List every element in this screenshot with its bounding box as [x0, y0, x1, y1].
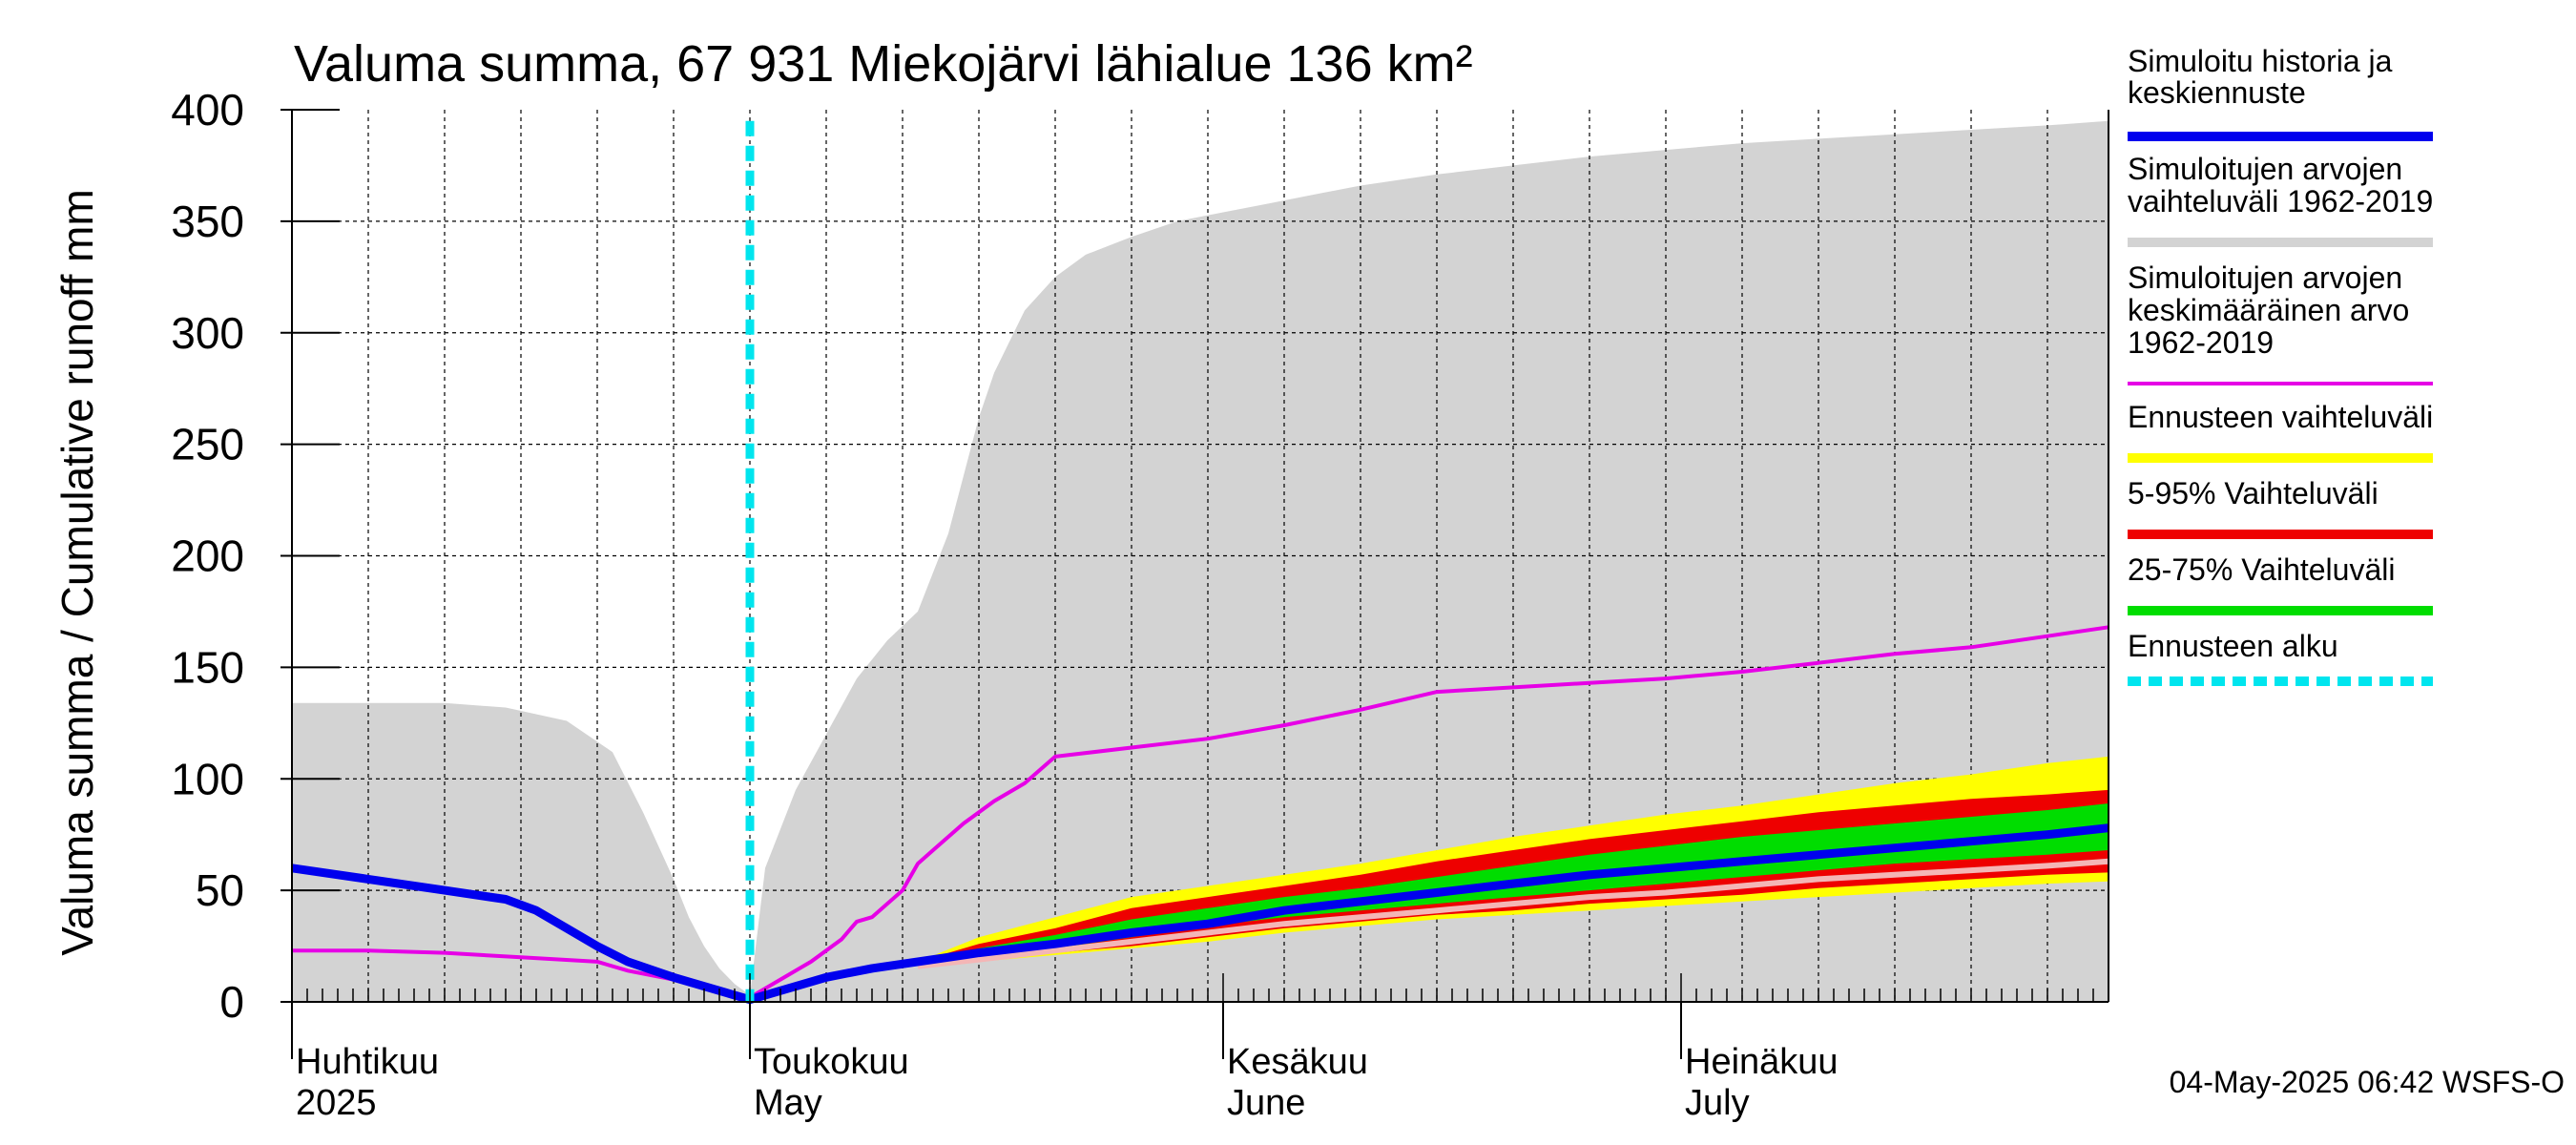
- y-tick-label: 100: [171, 754, 244, 803]
- month-label: Kesäkuu: [1227, 1042, 1368, 1082]
- month-label-english: July: [1685, 1083, 1750, 1123]
- legend-label: Ennusteen alku: [2128, 629, 2338, 663]
- legend-label: Ennusteen vaihteluväli: [2128, 400, 2433, 434]
- month-label-english: May: [754, 1083, 822, 1123]
- legend-label: 5-95% Vaihteluväli: [2128, 476, 2379, 510]
- forecast-low-line: [917, 858, 2109, 969]
- y-tick-label: 250: [171, 420, 244, 469]
- y-tick-label: 350: [171, 197, 244, 246]
- month-label-english: June: [1227, 1083, 1305, 1123]
- legend-label: Simuloitujen arvojen: [2128, 260, 2402, 295]
- legend-label: Simuloitu historia ja: [2128, 44, 2393, 78]
- historical-range-area: [292, 120, 2109, 1002]
- plot-area: [291, 110, 2109, 1005]
- timestamp-footer: 04-May-2025 06:42 WSFS-O: [2170, 1065, 2565, 1099]
- y-tick-label: 400: [171, 85, 244, 135]
- month-label-english: 2025: [296, 1083, 377, 1123]
- legend-label: 25-75% Vaihteluväli: [2128, 552, 2395, 587]
- legend-label: keskimääräinen arvo: [2128, 293, 2409, 327]
- y-tick-label: 150: [171, 642, 244, 692]
- y-tick-label: 0: [219, 977, 244, 1027]
- month-label: Toukokuu: [754, 1042, 909, 1082]
- month-label: Heinäkuu: [1685, 1042, 1839, 1082]
- legend-label: vaihteluväli 1962-2019: [2128, 184, 2433, 219]
- month-label: Huhtikuu: [296, 1042, 439, 1082]
- legend-label: 1962-2019: [2128, 325, 2274, 360]
- simulated-line: [291, 823, 2109, 1005]
- y-tick-label: 50: [196, 865, 244, 915]
- y-tick-label: 300: [171, 308, 244, 358]
- chart-title: Valuma summa, 67 931 Miekojärvi lähialue…: [294, 35, 1473, 93]
- y-tick-label: 200: [171, 531, 244, 581]
- legend-label: Simuloitujen arvojen: [2128, 152, 2402, 186]
- y-axis-label: Valuma summa / Cumulative runoff mm: [52, 189, 102, 956]
- legend-label: keskiennuste: [2128, 75, 2306, 110]
